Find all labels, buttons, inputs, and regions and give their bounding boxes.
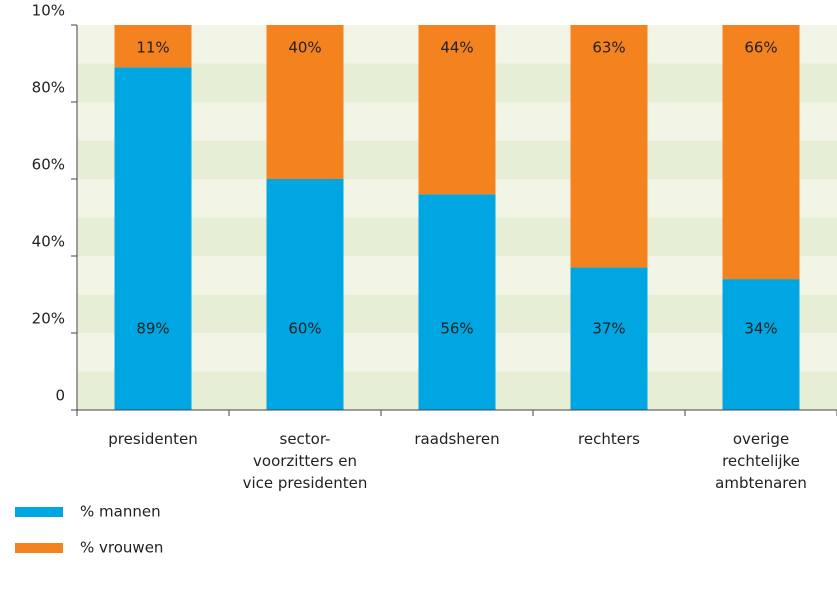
bar-segment: [722, 25, 800, 280]
value-label: 37%: [592, 320, 625, 338]
value-label: 34%: [744, 320, 777, 338]
value-label: 56%: [440, 320, 473, 338]
value-label: 11%: [136, 39, 169, 57]
y-tick-label: 0: [55, 387, 65, 405]
bar-segment: [570, 25, 648, 268]
x-tick-label: overige rechtelijke ambtenaren: [715, 430, 807, 492]
value-label: 40%: [288, 39, 321, 57]
bar-segment: [266, 179, 344, 410]
y-tick-label: 10%: [32, 2, 65, 20]
value-label: 66%: [744, 39, 777, 57]
value-label: 60%: [288, 320, 321, 338]
bar-segment: [570, 267, 648, 410]
bar-segment: [114, 67, 192, 410]
value-label: 63%: [592, 39, 625, 57]
legend-swatch: [15, 543, 63, 553]
legend-label: % mannen: [80, 503, 161, 521]
bar-segment: [418, 194, 496, 410]
y-tick-label: 60%: [32, 156, 65, 174]
x-tick-label: rechters: [578, 430, 640, 448]
legend-label: % vrouwen: [80, 539, 163, 557]
y-tick-label: 20%: [32, 310, 65, 328]
x-tick-label: presidenten: [108, 430, 198, 448]
bar-segment: [266, 25, 344, 179]
y-tick-label: 80%: [32, 79, 65, 97]
y-tick-label: 40%: [32, 233, 65, 251]
value-label: 44%: [440, 39, 473, 57]
bar-segment: [722, 279, 800, 410]
bar-segment: [418, 25, 496, 195]
x-tick-label: sector- voorzitters en vice presidenten: [242, 430, 368, 492]
legend-swatch: [15, 507, 63, 517]
bar-segment: [114, 25, 192, 68]
value-label: 89%: [136, 320, 169, 338]
x-tick-label: raadsheren: [414, 430, 500, 448]
